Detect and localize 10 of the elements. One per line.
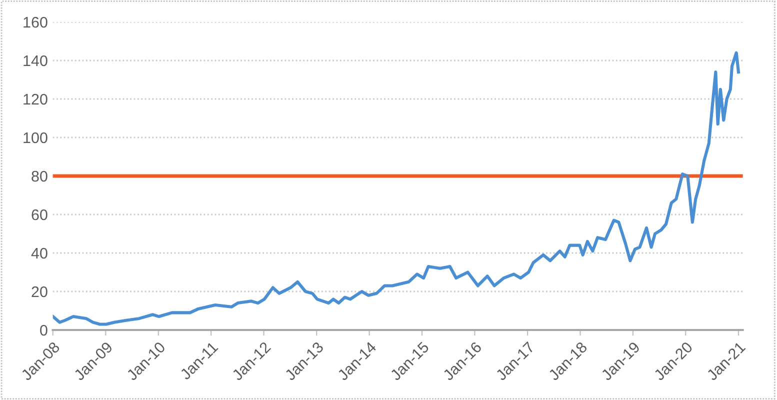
y-tick-label: 0	[40, 324, 48, 336]
y-tick-label: 100	[24, 132, 48, 144]
y-tick-label: 80	[32, 170, 48, 182]
line-series	[52, 51, 740, 326]
y-tick-label: 20	[32, 286, 48, 298]
y-tick-label: 120	[24, 94, 48, 105]
y-tick-label: 140	[24, 55, 48, 66]
y-tick-label: 160	[24, 16, 48, 28]
y-tick-label: 40	[31, 248, 48, 259]
y-tick-label: 60	[32, 209, 48, 220]
